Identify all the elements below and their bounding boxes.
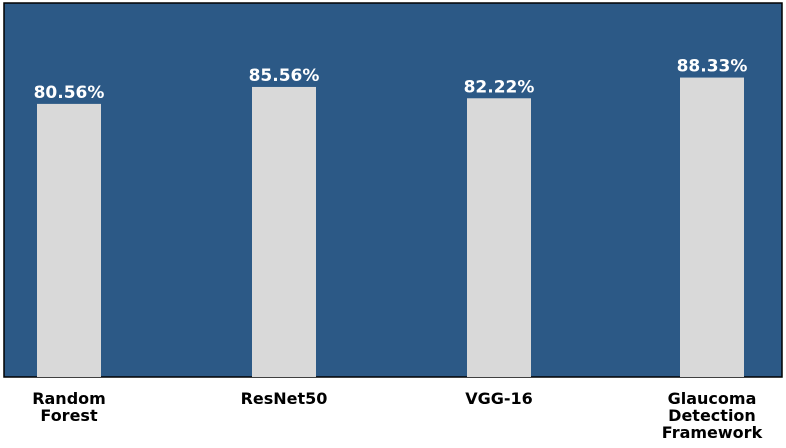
x-tick-label-1: Random Forest: [32, 389, 106, 425]
data-label-1: 80.56%: [34, 83, 105, 103]
x-tick-label-2: ResNet50: [241, 389, 328, 408]
plot-area: [3, 2, 783, 378]
data-label-4: 88.33%: [677, 57, 748, 77]
x-tick-label-line: Forest: [40, 406, 98, 425]
x-tick-label-line: Detection: [668, 406, 756, 425]
x-tick-label-3: VGG-16: [465, 389, 533, 408]
bar-3: [467, 98, 531, 377]
x-tick-label-line: Random: [32, 389, 106, 408]
x-tick-label-line: ResNet50: [241, 389, 328, 408]
data-label-3: 82.22%: [464, 77, 535, 97]
data-label-2: 85.56%: [249, 66, 320, 86]
x-tick-label-4: Glaucoma Detection Framework: [662, 389, 763, 442]
bar-4: [680, 77, 744, 377]
x-tick-label-line: VGG-16: [465, 389, 533, 408]
x-tick-label-line: Framework: [662, 423, 763, 442]
x-tick-label-line: Glaucoma: [668, 389, 757, 408]
bar-1: [37, 103, 101, 377]
bar-2: [252, 86, 316, 377]
